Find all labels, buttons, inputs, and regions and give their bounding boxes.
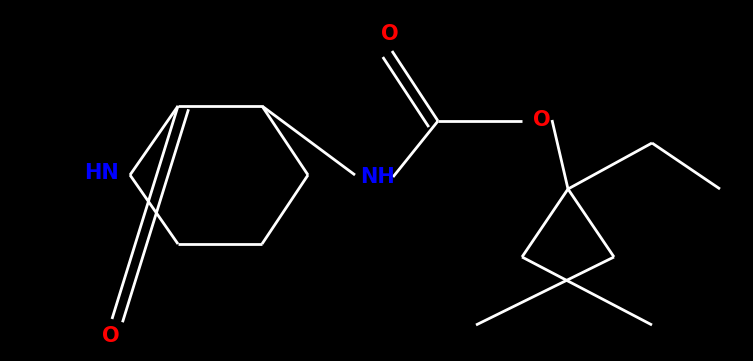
Text: NH: NH xyxy=(360,167,395,187)
Text: O: O xyxy=(533,110,550,130)
Text: O: O xyxy=(381,24,399,44)
Text: O: O xyxy=(102,326,120,346)
Text: HN: HN xyxy=(84,163,120,183)
